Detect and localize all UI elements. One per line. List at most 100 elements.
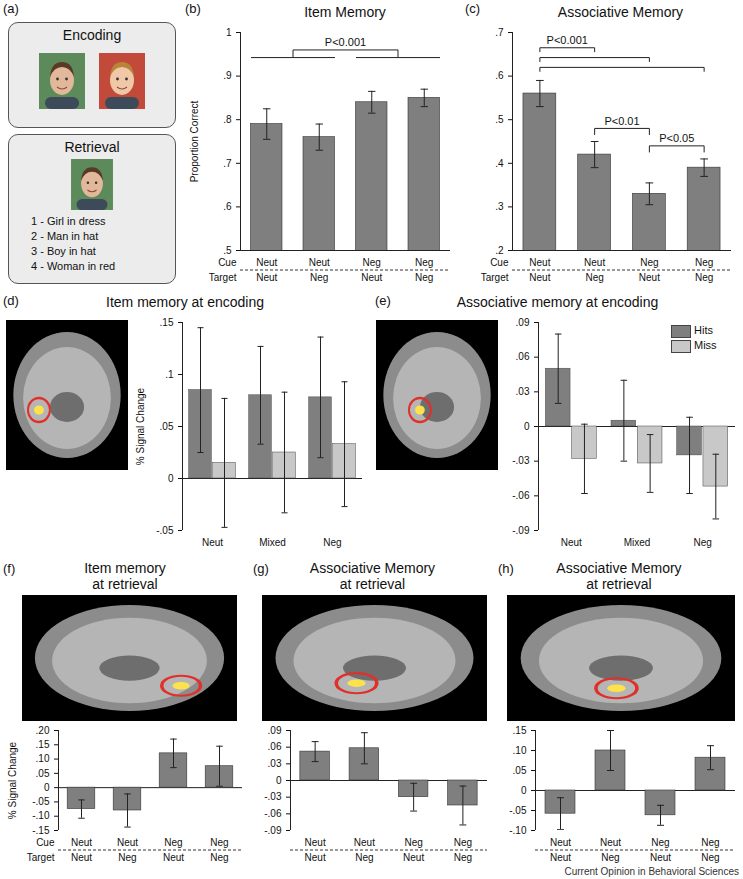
svg-text:Neg: Neg: [415, 257, 433, 268]
svg-text:Neg: Neg: [415, 272, 433, 283]
svg-text:.5: .5: [223, 245, 232, 256]
svg-text:Neut: Neut: [354, 837, 375, 848]
svg-text:Neut: Neut: [256, 272, 277, 283]
svg-text:.06: .06: [268, 741, 282, 752]
svg-text:Neg: Neg: [695, 272, 713, 283]
svg-text:.06: .06: [516, 351, 530, 362]
svg-text:Neut: Neut: [529, 257, 550, 268]
svg-text:0: 0: [521, 785, 527, 796]
svg-text:-.03: -.03: [512, 455, 530, 466]
svg-text:Neg: Neg: [363, 257, 381, 268]
svg-text:Neut: Neut: [202, 537, 223, 548]
svg-text:.4: .4: [495, 158, 504, 169]
svg-text:% Signal Change: % Signal Change: [135, 387, 146, 465]
svg-text:Neut: Neut: [550, 837, 571, 848]
svg-text:Target: Target: [27, 852, 55, 863]
svg-text:0: 0: [524, 421, 530, 432]
svg-text:.10: .10: [513, 745, 527, 756]
svg-text:-.09: -.09: [264, 825, 282, 836]
svg-text:.7: .7: [495, 27, 504, 38]
svg-text:.03: .03: [516, 386, 530, 397]
svg-text:1: 1: [226, 27, 232, 38]
svg-text:.6: .6: [223, 201, 232, 212]
svg-text:Neg: Neg: [310, 272, 328, 283]
svg-text:.05: .05: [160, 421, 174, 432]
svg-text:Neg: Neg: [585, 272, 603, 283]
svg-text:Neg: Neg: [640, 257, 658, 268]
svg-text:.9: .9: [223, 70, 232, 81]
svg-text:.2: .2: [495, 245, 504, 256]
svg-text:Neg: Neg: [701, 852, 719, 863]
svg-text:Neg: Neg: [601, 852, 619, 863]
svg-text:Mixed: Mixed: [259, 537, 286, 548]
svg-text:Neut: Neut: [305, 852, 326, 863]
svg-text:Neg: Neg: [693, 537, 711, 548]
svg-text:.05: .05: [36, 768, 50, 779]
svg-text:-.10: -.10: [32, 810, 50, 821]
svg-text:.15: .15: [36, 739, 50, 750]
svg-text:-.05: -.05: [509, 805, 527, 816]
svg-text:Neg: Neg: [323, 537, 341, 548]
svg-text:-.05: -.05: [32, 796, 50, 807]
svg-text:-.10: -.10: [509, 825, 527, 836]
svg-text:Neut: Neut: [561, 537, 582, 548]
svg-text:.1: .1: [165, 369, 174, 380]
svg-text:Mixed: Mixed: [624, 537, 651, 548]
svg-text:Neg: Neg: [651, 837, 669, 848]
svg-text:Neut: Neut: [71, 852, 92, 863]
svg-text:Neut: Neut: [529, 272, 550, 283]
svg-text:Proportion Correct: Proportion Correct: [189, 100, 200, 182]
svg-text:Neg: Neg: [701, 837, 719, 848]
svg-text:.09: .09: [516, 317, 530, 328]
svg-text:Neut: Neut: [600, 837, 621, 848]
svg-text:Cue: Cue: [490, 257, 509, 268]
svg-text:Neut: Neut: [639, 272, 660, 283]
svg-text:Neut: Neut: [361, 272, 382, 283]
svg-text:Cue: Cue: [36, 837, 55, 848]
svg-text:P<0.001: P<0.001: [547, 34, 588, 46]
svg-text:.6: .6: [495, 70, 504, 81]
svg-text:0: 0: [168, 473, 174, 484]
svg-text:P<0.05: P<0.05: [659, 132, 694, 144]
svg-text:Neut: Neut: [309, 257, 330, 268]
svg-text:Cue: Cue: [218, 257, 237, 268]
svg-text:-.03: -.03: [264, 791, 282, 802]
svg-text:Neg: Neg: [695, 257, 713, 268]
svg-text:.05: .05: [513, 765, 527, 776]
svg-text:.10: .10: [36, 753, 50, 764]
svg-text:0: 0: [276, 775, 282, 786]
svg-text:Neut: Neut: [403, 852, 424, 863]
svg-text:Neut: Neut: [163, 852, 184, 863]
svg-text:.03: .03: [268, 758, 282, 769]
svg-text:Neg: Neg: [210, 837, 228, 848]
svg-text:Neg: Neg: [454, 837, 472, 848]
svg-text:.20: .20: [36, 725, 50, 736]
svg-text:Neg: Neg: [164, 837, 182, 848]
svg-text:.15: .15: [513, 725, 527, 736]
svg-text:-.15: -.15: [32, 825, 50, 836]
svg-text:Neg: Neg: [454, 852, 472, 863]
svg-text:Neg: Neg: [355, 852, 373, 863]
svg-text:-.09: -.09: [512, 525, 530, 536]
svg-text:Neut: Neut: [584, 257, 605, 268]
svg-text:Neut: Neut: [305, 837, 326, 848]
svg-text:Neut: Neut: [71, 837, 92, 848]
svg-text:.15: .15: [160, 317, 174, 328]
svg-text:Target: Target: [481, 272, 509, 283]
svg-text:.8: .8: [223, 114, 232, 125]
svg-text:% Signal Change: % Signal Change: [7, 741, 18, 819]
svg-text:-.05: -.05: [156, 525, 174, 536]
svg-text:.5: .5: [495, 114, 504, 125]
svg-text:.7: .7: [223, 158, 232, 169]
svg-text:Neut: Neut: [117, 837, 138, 848]
svg-text:0: 0: [44, 782, 50, 793]
svg-text:P<0.01: P<0.01: [604, 115, 639, 127]
svg-text:Target: Target: [209, 272, 237, 283]
svg-text:Neg: Neg: [210, 852, 228, 863]
svg-text:Neg: Neg: [118, 852, 136, 863]
svg-text:.3: .3: [495, 201, 504, 212]
svg-text:Neg: Neg: [404, 837, 422, 848]
svg-text:Neut: Neut: [550, 852, 571, 863]
svg-text:Neut: Neut: [650, 852, 671, 863]
svg-text:Neut: Neut: [256, 257, 277, 268]
